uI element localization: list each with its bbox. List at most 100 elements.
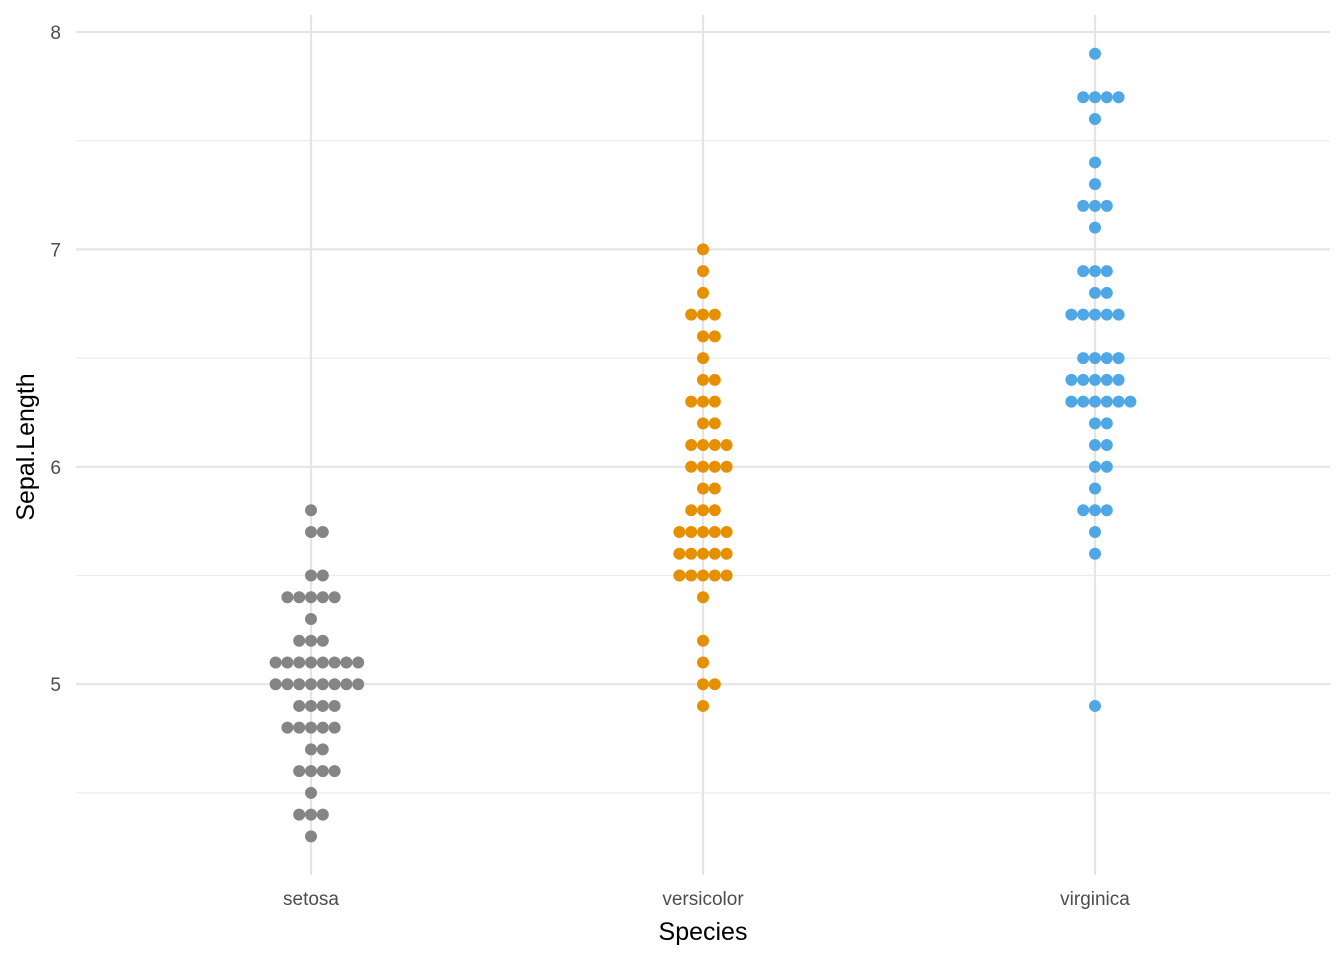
data-point	[293, 721, 306, 734]
data-point	[1089, 112, 1101, 125]
data-point	[281, 721, 294, 734]
data-point	[293, 634, 306, 647]
data-point	[316, 569, 329, 582]
data-point	[305, 656, 317, 669]
data-point	[305, 569, 317, 582]
data-point	[293, 591, 306, 604]
data-point	[1089, 439, 1101, 452]
data-point	[1089, 308, 1101, 321]
data-point	[708, 504, 721, 517]
data-point	[1100, 265, 1113, 278]
y-tick-label: 6	[50, 458, 61, 479]
data-point	[1065, 373, 1078, 386]
data-points	[269, 47, 1137, 843]
y-tick-label: 7	[50, 240, 61, 261]
data-point	[293, 699, 306, 712]
data-point	[1089, 373, 1101, 386]
data-point	[720, 547, 733, 560]
data-point	[305, 678, 317, 691]
data-point	[328, 699, 341, 712]
data-point	[316, 678, 329, 691]
data-point	[340, 678, 353, 691]
x-tick-label: virginica	[1060, 889, 1130, 910]
data-point	[316, 808, 329, 821]
data-point	[1077, 352, 1090, 365]
data-point	[708, 330, 721, 343]
data-point	[352, 656, 365, 669]
data-point	[1089, 352, 1101, 365]
data-point	[1077, 91, 1090, 104]
data-point	[697, 308, 709, 321]
data-point	[685, 547, 698, 560]
data-point	[697, 547, 709, 560]
data-point	[1089, 47, 1101, 60]
data-point	[1089, 91, 1101, 104]
data-point	[1100, 395, 1113, 408]
data-point	[316, 591, 329, 604]
data-point	[1089, 504, 1101, 517]
data-point	[281, 591, 294, 604]
data-point	[1100, 373, 1113, 386]
data-point	[673, 526, 686, 539]
data-point	[720, 569, 733, 582]
data-point	[708, 526, 721, 539]
data-point	[305, 526, 317, 539]
data-point	[708, 417, 721, 430]
data-point	[1089, 265, 1101, 278]
data-point	[1077, 373, 1090, 386]
data-point	[708, 439, 721, 452]
data-point	[697, 373, 709, 386]
data-point	[1077, 504, 1090, 517]
data-point	[1077, 199, 1090, 212]
data-point	[708, 547, 721, 560]
series-setosa	[269, 504, 365, 843]
data-point	[685, 308, 698, 321]
data-point	[305, 591, 317, 604]
data-point	[1112, 373, 1125, 386]
data-point	[720, 460, 733, 473]
data-point	[1100, 504, 1113, 517]
data-point	[305, 634, 317, 647]
data-point	[305, 743, 317, 756]
data-point	[316, 634, 329, 647]
data-point	[1089, 699, 1101, 712]
data-point	[697, 439, 709, 452]
data-point	[697, 265, 709, 278]
data-point	[685, 526, 698, 539]
y-tick-label: 5	[50, 675, 61, 696]
data-point	[697, 504, 709, 517]
data-point	[328, 721, 341, 734]
data-point	[1100, 352, 1113, 365]
data-point	[1112, 395, 1125, 408]
data-point	[697, 526, 709, 539]
data-point	[720, 439, 733, 452]
data-point	[269, 656, 282, 669]
data-point	[708, 678, 721, 691]
data-point	[708, 395, 721, 408]
data-point	[293, 808, 306, 821]
data-point	[293, 678, 306, 691]
data-point	[697, 243, 709, 256]
data-point	[305, 765, 317, 778]
data-point	[269, 678, 282, 691]
data-point	[1112, 352, 1125, 365]
data-point	[685, 395, 698, 408]
data-point	[697, 699, 709, 712]
x-axis-title: Species	[659, 918, 748, 946]
data-point	[1112, 91, 1125, 104]
data-point	[697, 482, 709, 495]
data-point	[305, 786, 317, 799]
data-point	[328, 591, 341, 604]
data-point	[316, 526, 329, 539]
data-point	[1089, 199, 1101, 212]
data-point	[340, 656, 353, 669]
data-point	[305, 504, 317, 517]
data-point	[697, 591, 709, 604]
data-point	[1124, 395, 1137, 408]
x-tick-label: setosa	[283, 889, 339, 910]
data-point	[305, 612, 317, 625]
series-versicolor	[673, 243, 733, 712]
data-point	[1089, 526, 1101, 539]
data-point	[316, 699, 329, 712]
